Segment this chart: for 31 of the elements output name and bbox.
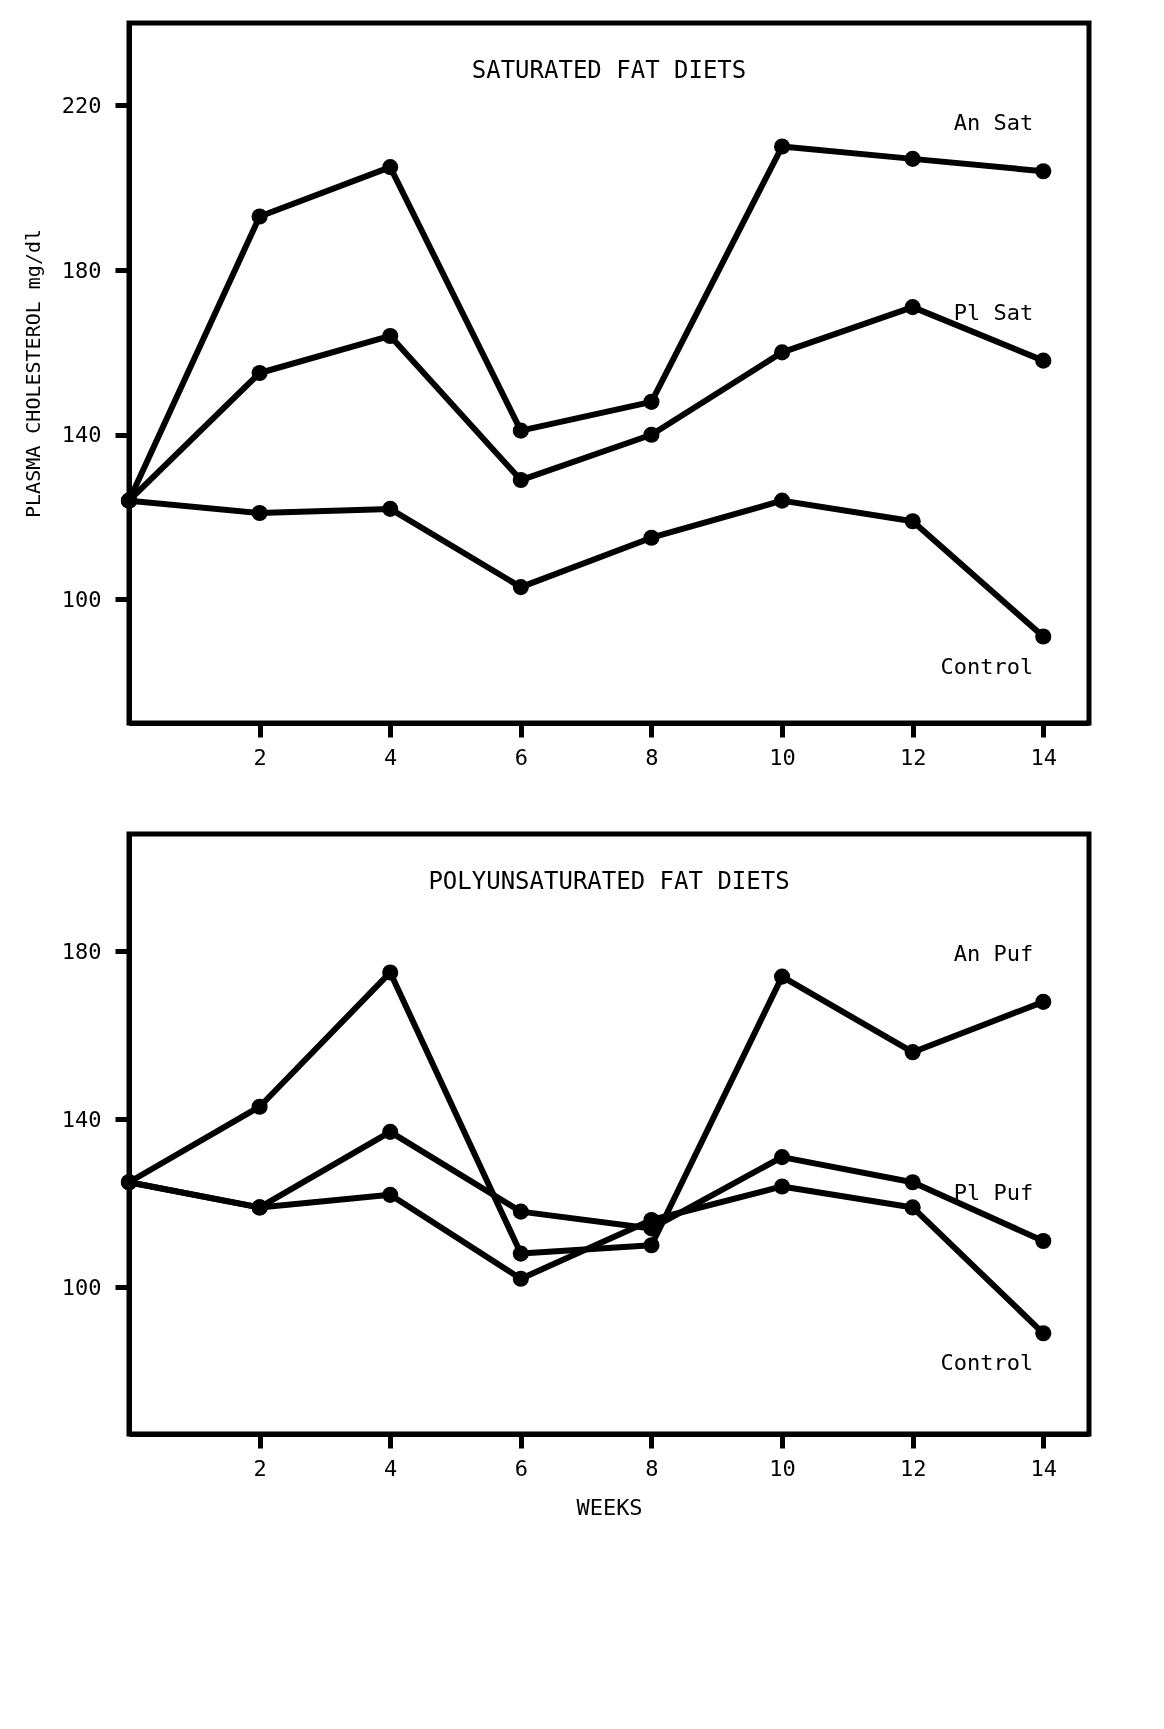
text: POLYUNSATURATED FAT DIETS [428,867,790,895]
x-tick-label: 12 [899,744,927,770]
series-label: An Sat [953,110,1034,136]
series-label: Pl Puf [953,1179,1034,1205]
x-tick-label: 12 [899,1455,927,1481]
x-tick-label: 6 [514,744,528,770]
y-axis-title: PLASMA CHOLESTEROL mg/dl [20,229,45,518]
series-label: An Puf [953,940,1034,966]
x-tick-label: 4 [384,744,398,770]
x-tick-label: 8 [645,1455,659,1481]
y-tick-label: 140 [61,422,102,448]
series-label: Pl Sat [953,299,1034,325]
y-tick-label: 100 [61,586,102,612]
x-tick-label: 2 [253,1455,267,1481]
x-tick-label: 10 [769,744,796,770]
x-tick-label: 4 [384,1455,398,1481]
series-label: Control [940,1350,1034,1376]
x-tick-label: 10 [769,1455,796,1481]
series-label: Control [940,653,1034,679]
y-tick-label: 220 [61,92,102,118]
x-tick-label: 2 [253,744,267,770]
y-tick-label: 180 [61,938,102,964]
x-axis-title: WEEKS [576,1494,643,1520]
y-tick-label: 100 [61,1274,102,1300]
y-tick-label: 180 [61,257,102,283]
x-tick-label: 6 [514,1455,528,1481]
y-tick-label: 140 [61,1106,102,1132]
text: SATURATED FAT DIETS [471,56,747,84]
x-tick-label: 14 [1030,1455,1058,1481]
x-tick-label: 8 [645,744,659,770]
x-tick-label: 14 [1030,744,1058,770]
